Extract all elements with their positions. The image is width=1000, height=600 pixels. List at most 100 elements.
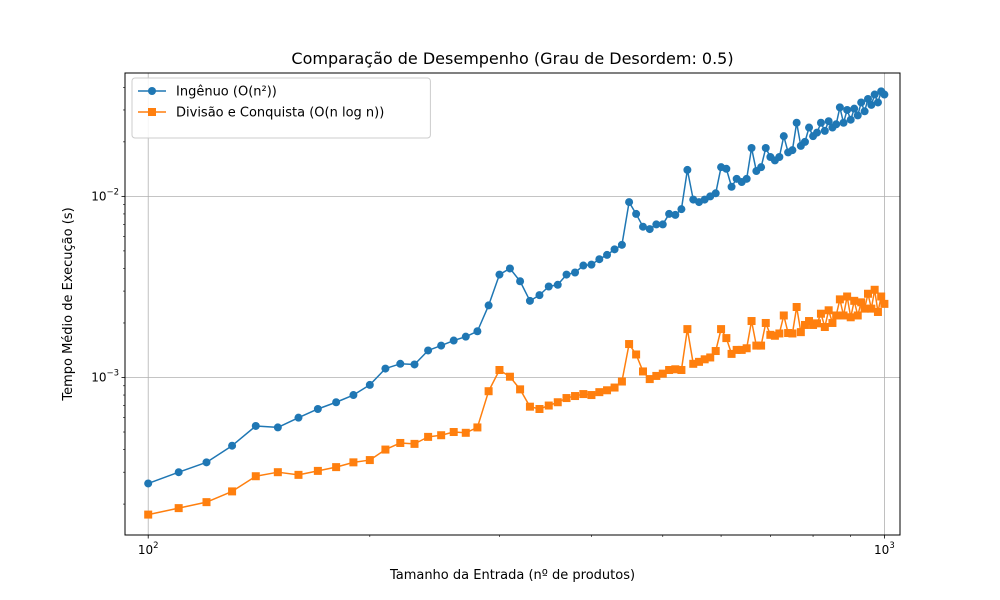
data-point xyxy=(683,325,692,334)
data-point xyxy=(737,345,746,354)
data-point xyxy=(835,295,844,304)
data-point xyxy=(835,103,844,112)
legend-item: Ingênuo (O(n²)) xyxy=(138,85,277,100)
data-point xyxy=(828,318,837,327)
data-point xyxy=(717,325,726,334)
data-point xyxy=(484,387,493,396)
data-point xyxy=(228,441,237,450)
data-point xyxy=(864,289,873,298)
data-point xyxy=(603,250,612,259)
data-point xyxy=(824,306,833,315)
data-point xyxy=(495,365,504,374)
data-point xyxy=(294,470,303,479)
ticks: 102 103 10−3 10−2 xyxy=(91,87,895,557)
data-point xyxy=(202,498,211,507)
data-point xyxy=(820,323,829,332)
data-point xyxy=(677,365,686,374)
data-point xyxy=(144,479,153,488)
data-point xyxy=(843,105,852,114)
data-point xyxy=(770,331,779,340)
data-point xyxy=(579,261,588,270)
data-point xyxy=(449,428,458,437)
data-point xyxy=(824,117,833,126)
data-point xyxy=(775,152,784,161)
data-point xyxy=(779,311,788,320)
y-tick-label: 10−3 xyxy=(91,368,119,384)
data-point xyxy=(796,328,805,337)
data-point xyxy=(665,209,674,218)
data-point xyxy=(722,334,731,343)
data-point xyxy=(396,438,405,447)
data-point xyxy=(617,377,626,386)
data-point xyxy=(381,445,390,454)
data-point xyxy=(525,402,534,411)
data-point xyxy=(700,355,709,364)
data-point xyxy=(202,458,211,467)
data-point xyxy=(816,118,825,127)
data-point xyxy=(813,128,822,137)
data-point xyxy=(632,209,641,218)
data-point xyxy=(683,165,692,174)
data-point xyxy=(761,318,770,327)
data-point xyxy=(747,143,756,152)
data-point xyxy=(424,432,433,441)
series-line xyxy=(148,289,886,516)
data-point xyxy=(484,301,493,310)
data-point xyxy=(294,413,303,422)
data-point xyxy=(495,270,504,279)
data-point xyxy=(535,404,544,413)
data-point xyxy=(449,336,458,345)
data-point xyxy=(779,132,788,141)
data-point xyxy=(174,504,183,513)
data-point xyxy=(544,282,553,291)
data-point xyxy=(870,285,879,294)
data-point xyxy=(410,360,419,369)
data-point xyxy=(174,468,183,477)
data-point xyxy=(671,210,680,219)
data-point xyxy=(839,118,848,127)
data-point xyxy=(706,353,715,362)
data-point xyxy=(144,510,153,519)
data-point xyxy=(437,431,446,440)
data-point xyxy=(595,388,604,397)
data-point xyxy=(800,320,809,329)
data-point xyxy=(396,359,405,368)
data-point xyxy=(761,143,770,152)
data-point xyxy=(784,329,793,338)
data-point xyxy=(638,367,647,376)
data-point xyxy=(860,107,869,116)
data-point xyxy=(864,94,873,103)
data-point xyxy=(461,428,470,437)
data-point xyxy=(832,120,841,129)
x-axis-label: Tamanho da Entrada (nº de produtos) xyxy=(389,568,635,583)
data-point xyxy=(625,340,634,349)
legend-item: Divisão e Conquista (O(n log n)) xyxy=(138,106,384,121)
data-point xyxy=(752,341,761,350)
data-point xyxy=(722,164,731,173)
data-point xyxy=(788,329,797,338)
data-point xyxy=(695,357,704,366)
x-tick-label: 102 xyxy=(138,541,159,557)
y-axis-label: Tempo Médio de Execução (s) xyxy=(61,207,76,401)
data-point xyxy=(857,98,866,107)
data-point xyxy=(645,375,654,384)
data-point xyxy=(880,90,889,99)
data-point xyxy=(788,146,797,155)
data-point xyxy=(843,292,852,301)
data-point xyxy=(820,126,829,135)
data-point xyxy=(603,386,612,395)
data-point xyxy=(437,341,446,350)
data-point xyxy=(665,365,674,374)
legend-box xyxy=(131,77,431,139)
data-point xyxy=(658,369,667,378)
data-point xyxy=(727,182,736,191)
data-point xyxy=(846,313,855,322)
data-point xyxy=(424,346,433,355)
data-point xyxy=(381,364,390,373)
data-point xyxy=(805,317,814,326)
data-point xyxy=(473,423,482,432)
data-point xyxy=(757,163,766,172)
data-point xyxy=(645,225,654,234)
legend: Ingênuo (O(n²)) Divisão e Conquista (O(n … xyxy=(131,77,431,139)
